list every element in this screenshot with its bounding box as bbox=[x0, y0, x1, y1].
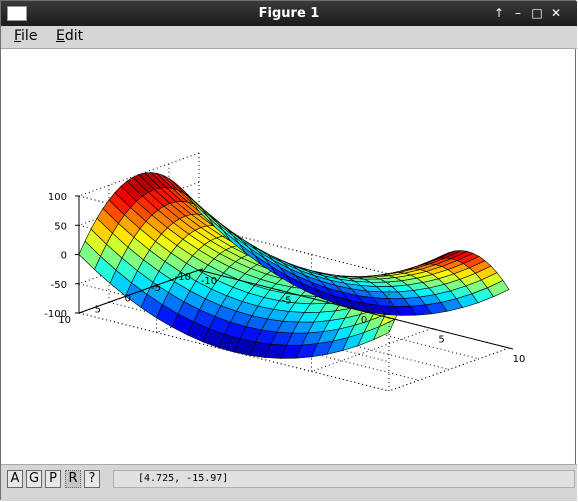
z-tick-label: 0 bbox=[61, 251, 67, 262]
x-tick-label: 5 bbox=[438, 335, 444, 346]
status-bar: A G P R ? [4.725, -15.97] bbox=[1, 464, 577, 501]
window-title: Figure 1 bbox=[258, 6, 320, 21]
pan-button[interactable]: P bbox=[45, 470, 61, 488]
z-tick-label: 100 bbox=[48, 192, 67, 203]
x-tick-label: -10 bbox=[201, 276, 217, 287]
y-tick-label: -10 bbox=[175, 272, 191, 283]
y-tick-label: 5 bbox=[95, 304, 101, 315]
autoscale-button[interactable]: A bbox=[7, 470, 23, 488]
y-tick bbox=[168, 279, 174, 282]
maximize-icon[interactable]: □ bbox=[531, 6, 543, 20]
x-tick bbox=[431, 328, 436, 330]
y-tick-label: 0 bbox=[125, 294, 131, 305]
y-tick-label: -5 bbox=[151, 283, 161, 294]
x-tick bbox=[276, 289, 281, 291]
pin-icon[interactable]: ↑ bbox=[493, 6, 505, 20]
z-tick-label: -50 bbox=[51, 280, 67, 291]
help-button[interactable]: ? bbox=[84, 470, 100, 488]
y-tick-label: 10 bbox=[58, 315, 71, 326]
menu-bar: File Edit bbox=[1, 26, 577, 49]
x-tick-label: 0 bbox=[361, 315, 367, 326]
window-icon[interactable] bbox=[7, 6, 27, 21]
y-tick bbox=[198, 268, 204, 271]
y-tick bbox=[138, 290, 144, 292]
x-tick bbox=[353, 308, 359, 311]
minimize-icon[interactable]: – bbox=[515, 6, 521, 20]
y-tick bbox=[78, 311, 84, 314]
x-tick bbox=[508, 347, 514, 350]
menu-edit[interactable]: Edit bbox=[56, 28, 84, 44]
x-tick-label: -5 bbox=[282, 296, 292, 307]
rotate-button[interactable]: R bbox=[65, 470, 81, 488]
coordinate-readout: [4.725, -15.97] bbox=[113, 470, 575, 488]
y-tick bbox=[108, 300, 114, 303]
menu-file[interactable]: File bbox=[14, 28, 38, 44]
x-tick-label: 10 bbox=[513, 354, 526, 365]
grid-toggle-button[interactable]: G bbox=[26, 470, 42, 488]
surface-patch bbox=[487, 280, 510, 298]
z-tick-label: 50 bbox=[54, 221, 67, 232]
z-tick-label: -100 bbox=[44, 309, 67, 320]
close-icon[interactable]: ✕ bbox=[550, 6, 562, 20]
plot-canvas[interactable]: -10 -5 0 5 10 -10 -5 0 5 10 -100 -50 0 50 100 bbox=[5, 49, 573, 462]
title-bar[interactable]: Figure 1 ↑ – □ ✕ bbox=[1, 1, 577, 26]
